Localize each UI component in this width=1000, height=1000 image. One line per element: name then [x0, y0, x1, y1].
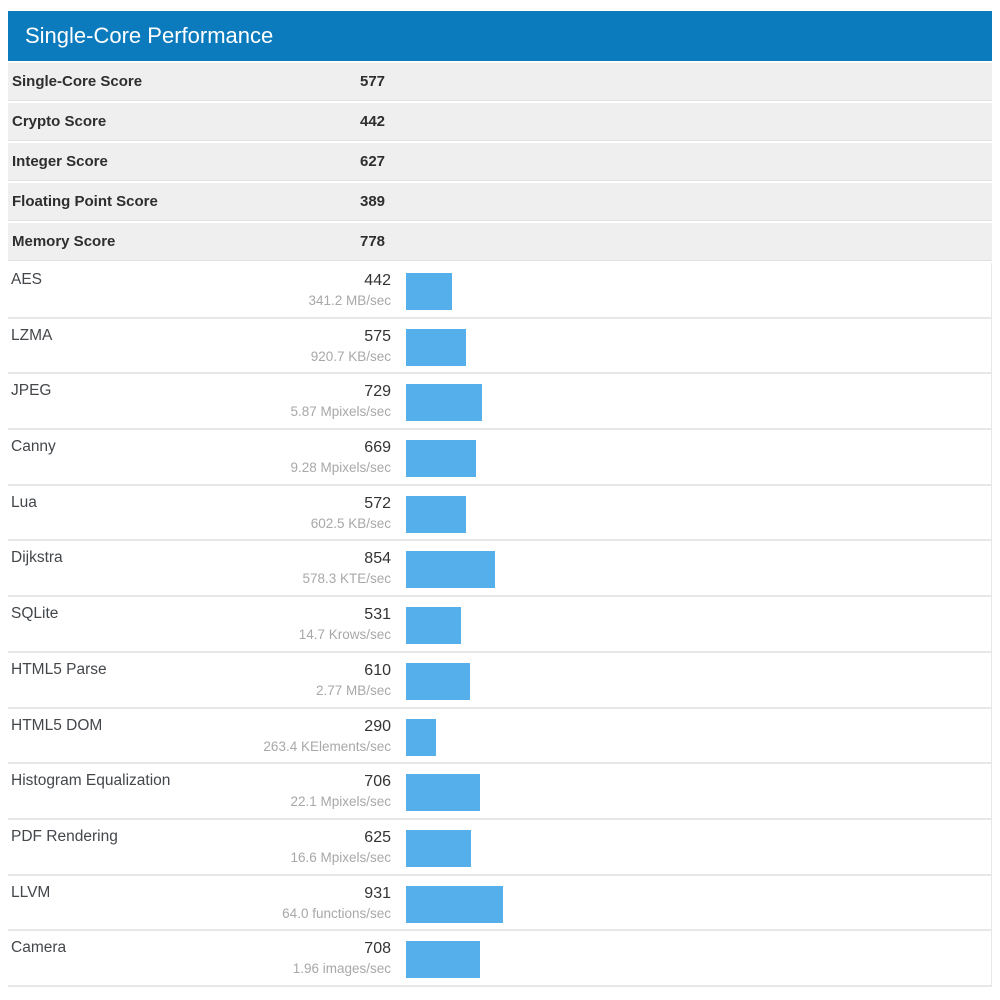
section-title: Single-Core Performance: [25, 23, 274, 48]
benchmark-label: PDF Rendering: [11, 827, 118, 845]
benchmark-values: 931 64.0 functions/sec: [8, 884, 391, 922]
benchmark-rate: 578.3 KTE/sec: [302, 571, 391, 587]
benchmark-label: SQLite: [11, 605, 59, 623]
benchmark-values: 610 2.77 MB/sec: [8, 661, 391, 699]
benchmark-label: LLVM: [11, 883, 51, 901]
benchmark-bar: [406, 551, 495, 589]
benchmark-rate: 64.0 functions/sec: [282, 905, 391, 921]
benchmark-values: 854 578.3 KTE/sec: [8, 549, 391, 587]
benchmark-values: 572 602.5 KB/sec: [8, 494, 391, 532]
benchmark-rate: 1.96 images/sec: [292, 961, 391, 977]
benchmark-rate: 22.1 Mpixels/sec: [290, 794, 391, 810]
benchmark-bar: [406, 273, 452, 310]
benchmark-row: Histogram Equalization 706 22.1 Mpixels/se…: [8, 764, 991, 820]
benchmark-label: JPEG: [11, 382, 52, 400]
scores-section: Single-Core Score 577 Crypto Score 442 Integ…: [8, 63, 992, 261]
score-label: Integer Score: [12, 153, 108, 170]
score-value: 627: [360, 153, 386, 170]
benchmark-rate: 5.87 Mpixels/sec: [290, 404, 391, 420]
benchmark-values: 442 341.2 MB/sec: [8, 271, 391, 309]
benchmark-score: 706: [364, 773, 391, 791]
benchmark-row: LZMA 575 920.7 KB/sec: [8, 318, 991, 375]
benchmark-score: 708: [364, 940, 391, 958]
benchmark-bar: [406, 941, 480, 979]
benchmark-score: 729: [364, 383, 391, 401]
benchmark-values: 625 16.6 Mpixels/sec: [8, 828, 391, 866]
benchmark-row: JPEG 729 5.87 Mpixels/sec: [8, 374, 991, 431]
score-value: 577: [360, 73, 386, 90]
benchmark-row: Camera 708 1.96 images/sec: [8, 931, 991, 987]
benchmark-score: 575: [364, 327, 391, 345]
benchmark-score: 625: [364, 828, 391, 846]
benchmark-row: PDF Rendering 625 16.6 Mpixels/sec: [8, 819, 991, 876]
benchmark-label: AES: [11, 271, 43, 288]
benchmark-report: Single-Core Performance Single-Core Scor…: [8, 11, 992, 987]
benchmark-label: HTML5 DOM: [11, 716, 103, 734]
score-value: 778: [360, 233, 386, 250]
score-label: Floating Point Score: [12, 193, 158, 210]
benchmark-bar: [406, 885, 503, 923]
benchmark-row: HTML5 Parse 610 2.77 MB/sec: [8, 652, 991, 709]
benchmark-bar: [406, 384, 482, 422]
benchmark-score: 442: [364, 272, 391, 289]
benchmark-values: 729 5.87 Mpixels/sec: [8, 382, 391, 420]
benchmark-bar: [406, 718, 436, 756]
section-title-bar: Single-Core Performance: [8, 11, 992, 61]
score-label: Single-Core Score: [12, 73, 143, 90]
benchmark-label: Dijkstra: [11, 549, 63, 567]
benchmark-rate: 2.77 MB/sec: [315, 682, 391, 698]
benchmark-values: 706 22.1 Mpixels/sec: [8, 772, 391, 810]
benchmark-label: Camera: [11, 939, 67, 957]
benchmark-values: 575 920.7 KB/sec: [8, 327, 391, 365]
score-row: Single-Core Score 577: [8, 63, 992, 101]
benchmark-row: LLVM 931 64.0 functions/sec: [8, 875, 991, 932]
benchmark-label: HTML5 Parse: [11, 660, 107, 678]
benchmark-bar: [406, 495, 466, 533]
score-row: Memory Score 778: [8, 223, 992, 261]
benchmark-values: 708 1.96 images/sec: [8, 939, 391, 977]
benchmark-row: Dijkstra 854 578.3 KTE/sec: [8, 541, 991, 598]
benchmark-score: 572: [364, 494, 391, 512]
benchmark-label: Canny: [11, 438, 56, 456]
benchmark-values: 531 14.7 Krows/sec: [8, 605, 391, 643]
benchmark-row: AES 442 341.2 MB/sec: [8, 263, 991, 319]
benchmark-score: 531: [364, 606, 391, 624]
benchmark-rate: 341.2 MB/sec: [308, 293, 391, 308]
benchmark-score: 290: [364, 717, 391, 735]
benchmark-rate: 16.6 Mpixels/sec: [290, 849, 391, 865]
benchmark-row: SQLite 531 14.7 Krows/sec: [8, 597, 991, 653]
benchmark-label: LZMA: [11, 326, 53, 344]
benchmark-bar: [406, 829, 471, 867]
benchmark-rate: 920.7 KB/sec: [310, 348, 391, 364]
benchmark-row: Lua 572 602.5 KB/sec: [8, 485, 991, 542]
benchmark-bar: [406, 774, 480, 812]
benchmark-rate: 263.4 KElements/sec: [263, 738, 391, 754]
benchmark-rate: 14.7 Krows/sec: [298, 627, 391, 643]
score-row: Crypto Score 442: [8, 103, 992, 141]
benchmark-values: 669 9.28 Mpixels/sec: [8, 438, 391, 476]
benchmark-bar: [406, 662, 470, 700]
benchmark-rate: 9.28 Mpixels/sec: [290, 460, 391, 476]
benchmark-score: 931: [364, 884, 391, 902]
score-row: Floating Point Score 389: [8, 183, 992, 221]
benchmark-bar: [406, 328, 466, 366]
score-value: 442: [360, 113, 386, 130]
benchmark-bar: [406, 607, 461, 645]
benchmark-score: 854: [364, 550, 391, 568]
benchmark-row: HTML5 DOM 290 263.4 KElements/sec: [8, 708, 991, 765]
benchmarks-section: AES 442 341.2 MB/sec LZMA 575 920.7 KB/sec JPE…: [8, 263, 992, 987]
benchmark-values: 290 263.4 KElements/sec: [8, 717, 391, 755]
benchmark-rate: 602.5 KB/sec: [310, 515, 391, 531]
score-value: 389: [360, 193, 386, 210]
score-row: Integer Score 627: [8, 143, 992, 181]
benchmark-label: Histogram Equalization: [11, 772, 171, 790]
benchmark-score: 669: [364, 439, 391, 457]
score-label: Memory Score: [12, 233, 116, 250]
benchmark-label: Lua: [11, 493, 37, 511]
benchmark-row: Canny 669 9.28 Mpixels/sec: [8, 430, 991, 486]
benchmark-bar: [406, 440, 476, 478]
score-label: Crypto Score: [12, 113, 107, 130]
benchmark-score: 610: [364, 661, 391, 679]
